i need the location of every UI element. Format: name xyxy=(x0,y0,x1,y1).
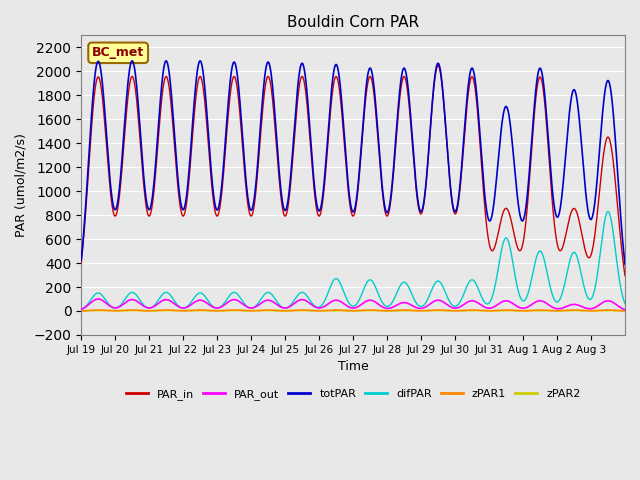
X-axis label: Time: Time xyxy=(338,360,369,373)
Text: BC_met: BC_met xyxy=(92,46,144,60)
Y-axis label: PAR (umol/m2/s): PAR (umol/m2/s) xyxy=(15,133,28,237)
Title: Bouldin Corn PAR: Bouldin Corn PAR xyxy=(287,15,419,30)
Legend: PAR_in, PAR_out, totPAR, difPAR, zPAR1, zPAR2: PAR_in, PAR_out, totPAR, difPAR, zPAR1, … xyxy=(121,384,585,404)
